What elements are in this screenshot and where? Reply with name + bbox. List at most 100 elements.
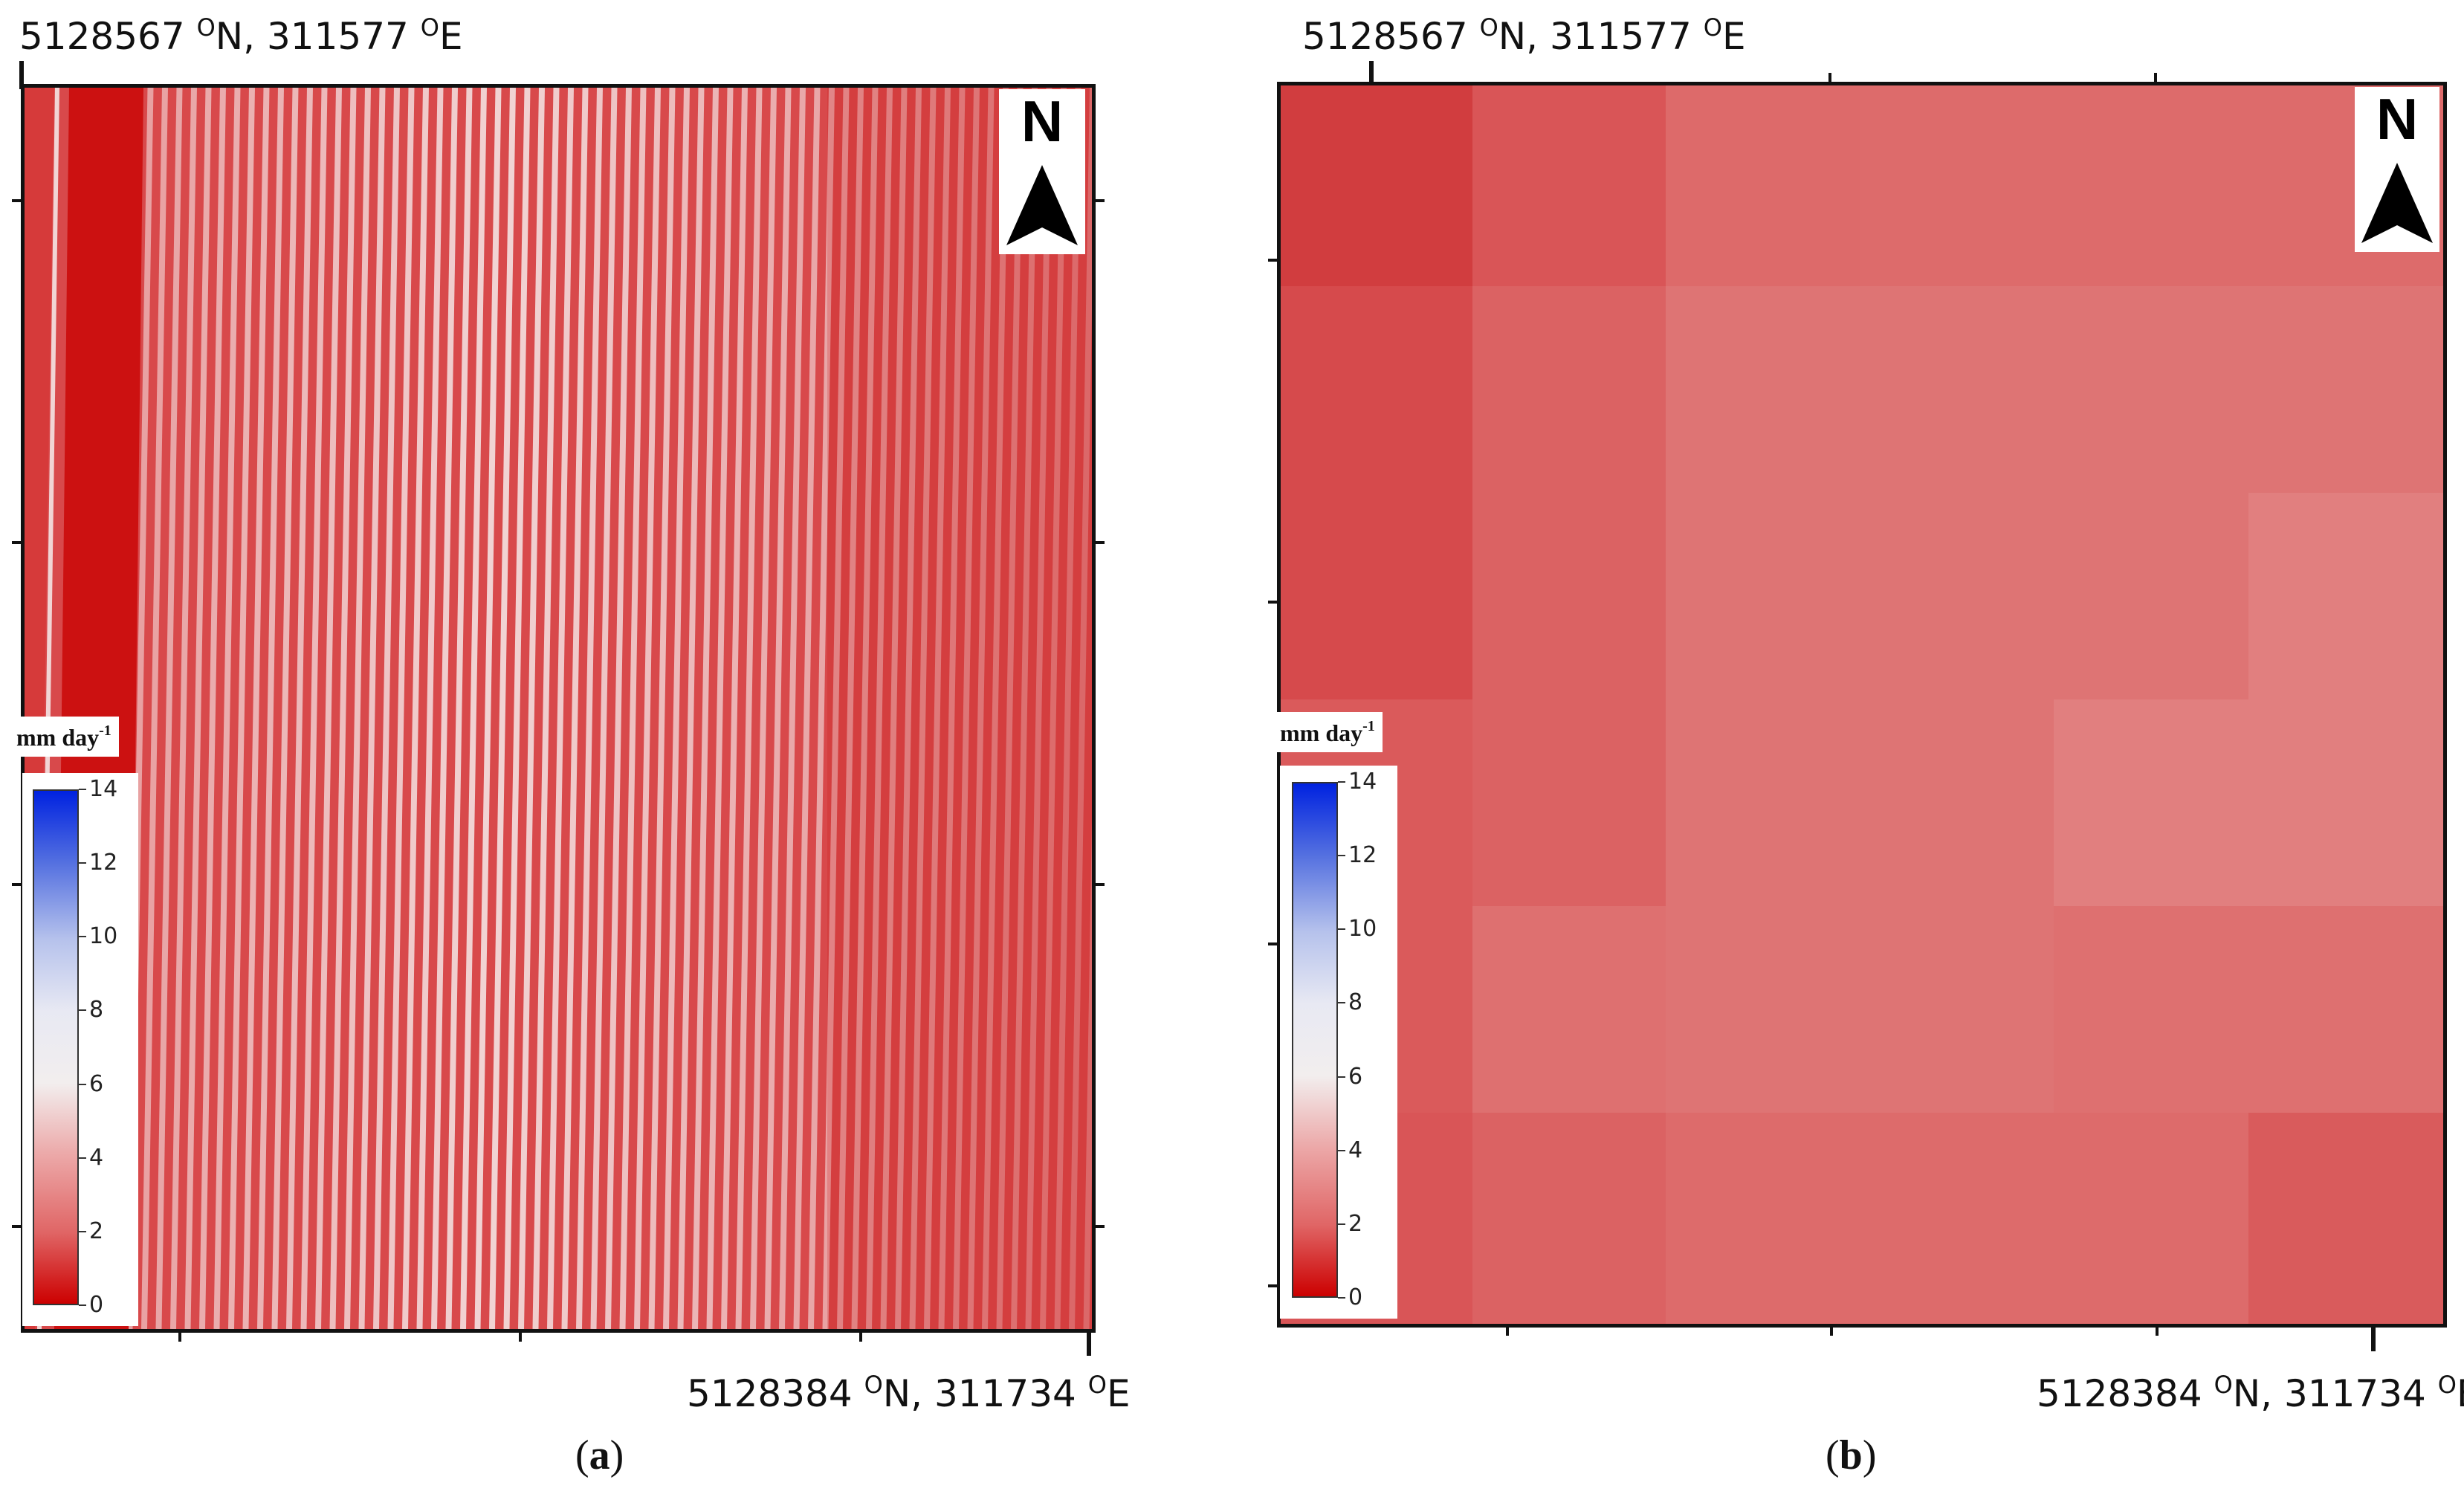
crop-row-stripe [518,88,545,1329]
crop-row-stripe [503,88,531,1329]
crop-row-stripe [735,88,763,1329]
legend-tick-mark [79,1157,86,1159]
axis-tick [2154,73,2157,83]
crop-row-stripe [1083,819,1092,1329]
axis-tick [1094,883,1105,886]
crop-row-stripe [880,88,908,1329]
caption-b: (b) [1826,1432,1877,1478]
legend-tick-mark [79,1304,86,1306]
corner-tick-top-b [1369,61,1374,86]
crop-row-stripe [750,88,777,1329]
legend-tick-label: 6 [1348,1063,1363,1090]
crop-row-stripe [692,88,719,1329]
legend-tick-label: 4 [1348,1137,1363,1163]
crop-row-stripe [938,88,966,1329]
grid-cell [2054,906,2249,1113]
crop-row-stripe [561,88,589,1329]
crop-row-stripe [329,88,357,1329]
crop-row-stripe [315,88,342,1329]
axis-tick [1830,1325,1833,1336]
grid-cell [1860,493,2054,700]
crop-row-stripe [953,88,980,1329]
crop-row-stripe [605,88,632,1329]
map-frame-a [21,84,1096,1333]
grid-cell [1472,286,1666,494]
legend-a: 14 12 10 8 6 4 2 0 [22,773,138,1326]
crop-row-stripe [764,88,792,1329]
legend-tick-mark [1338,1297,1345,1299]
grid-cell [1666,699,1860,907]
crop-row-stripe [822,88,850,1329]
et-grid-b [1281,85,2443,1324]
crop-row-stripe [373,88,400,1329]
legend-tick-mark [79,1083,86,1085]
grid-cell [1666,493,1860,700]
axis-tick [2156,1325,2159,1336]
legend-b: 14 12 10 8 6 4 2 0 [1280,766,1397,1319]
north-arrow-a: N [999,89,1085,254]
legend-tick-label: 10 [1348,916,1377,943]
legend-tick-label: 4 [89,1144,104,1171]
legend-tick-label: 0 [1348,1284,1363,1310]
legend-tick-label: 2 [1348,1210,1363,1237]
crop-row-stripe [677,88,705,1329]
axis-tick [12,199,22,202]
crop-row-stripe [996,88,1024,1329]
legend-tick-label: 14 [1348,769,1377,795]
grid-cell [1666,286,1860,494]
axis-tick [859,1331,862,1342]
crop-row-stripe [663,88,690,1329]
grid-cell [2054,1113,2249,1324]
raster-shade [827,88,1092,1329]
crop-row-stripe [155,88,183,1329]
crop-row-stripe [170,88,197,1329]
crop-row-stripe [1040,88,1067,1329]
legend-tick-label: 8 [1348,989,1363,1016]
axis-tick [1268,1284,1278,1287]
grid-cell [1860,85,2054,287]
crop-row-stripe [982,88,1009,1329]
map-frame-b [1277,82,2447,1328]
et-raster-a [25,88,1092,1329]
legend-tick-label: 0 [89,1292,104,1318]
grid-cell [1666,1113,1860,1324]
color-ramp-a [33,789,79,1305]
crop-row-stripe [257,88,284,1329]
crop-row-stripe [1011,88,1038,1329]
crop-row-stripe [489,88,516,1329]
axis-tick [1268,943,1278,945]
legend-tick-label: 8 [89,997,104,1024]
corner-tick-top-a [19,61,24,89]
crop-row-stripe [474,88,502,1329]
crop-row-stripe [1025,88,1052,1329]
crop-row-stripe [924,88,951,1329]
legend-tick-mark [1338,1002,1345,1004]
bottom-coordinate-b: 5128384 ON, 311734 OE [2037,1371,2464,1415]
crop-row-stripe [1054,88,1081,1329]
legend-tick-label: 10 [89,923,118,950]
axis-tick [12,541,22,544]
grid-cell [2248,493,2443,700]
crop-row-stripe [779,88,806,1329]
corner-tick-bottom-a [1087,1331,1091,1356]
grid-cell [1281,85,1473,287]
grid-cell [2054,493,2249,700]
axis-tick [1094,1225,1105,1228]
crop-row-stripe [866,88,893,1329]
legend-tick-mark [1338,1149,1345,1151]
grid-cell [2248,286,2443,494]
crop-row-stripe [851,88,879,1329]
grid-cell [1666,906,1860,1113]
crop-row-stripe [358,88,386,1329]
axis-tick [1828,73,1831,83]
grid-cell [1472,699,1666,907]
grid-cell [1472,906,1666,1113]
grid-cell [2054,286,2249,494]
crop-row-stripe [184,88,212,1329]
grid-cell [1472,85,1666,287]
grid-cell [2054,85,2249,287]
north-arrow-b: N [2355,87,2439,252]
legend-tick-label: 12 [1348,842,1377,869]
axis-tick [12,1225,22,1228]
crop-row-stripe [402,88,429,1329]
